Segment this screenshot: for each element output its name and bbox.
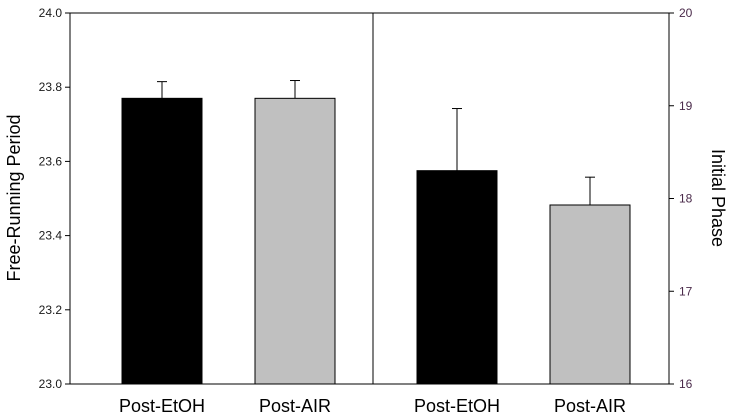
category-label: Post-EtOH — [119, 396, 205, 416]
category-label: Post-AIR — [259, 396, 331, 416]
bar — [549, 204, 631, 385]
y-tick-label: 17 — [679, 284, 693, 298]
y-tick-label: 23.2 — [39, 303, 63, 317]
y-tick-label: 16 — [679, 377, 693, 391]
y-tick-label: 23.4 — [39, 229, 63, 243]
category-label: Post-EtOH — [414, 396, 500, 416]
left-y-axis: 23.0 23.2 23.4 23.6 23.8 24.0 — [39, 6, 70, 391]
y-tick-label: 23.0 — [39, 377, 63, 391]
category-label: Post-AIR — [554, 396, 626, 416]
y-tick-label: 24.0 — [39, 6, 63, 20]
right-axis-title: Initial Phase — [708, 149, 728, 247]
bar — [254, 97, 336, 385]
y-tick-label: 20 — [679, 6, 693, 20]
bar — [416, 170, 498, 385]
left-axis-title: Free-Running Period — [4, 114, 24, 281]
y-tick-label: 19 — [679, 99, 693, 113]
right-y-axis: 16 17 18 19 20 — [669, 6, 693, 391]
bars-group — [121, 80, 631, 385]
y-tick-label: 23.8 — [39, 80, 63, 94]
category-labels: Post-EtOH Post-AIR Post-EtOH Post-AIR — [119, 396, 626, 416]
y-tick-label: 23.6 — [39, 154, 63, 168]
bar — [121, 97, 203, 385]
y-tick-label: 18 — [679, 192, 693, 206]
